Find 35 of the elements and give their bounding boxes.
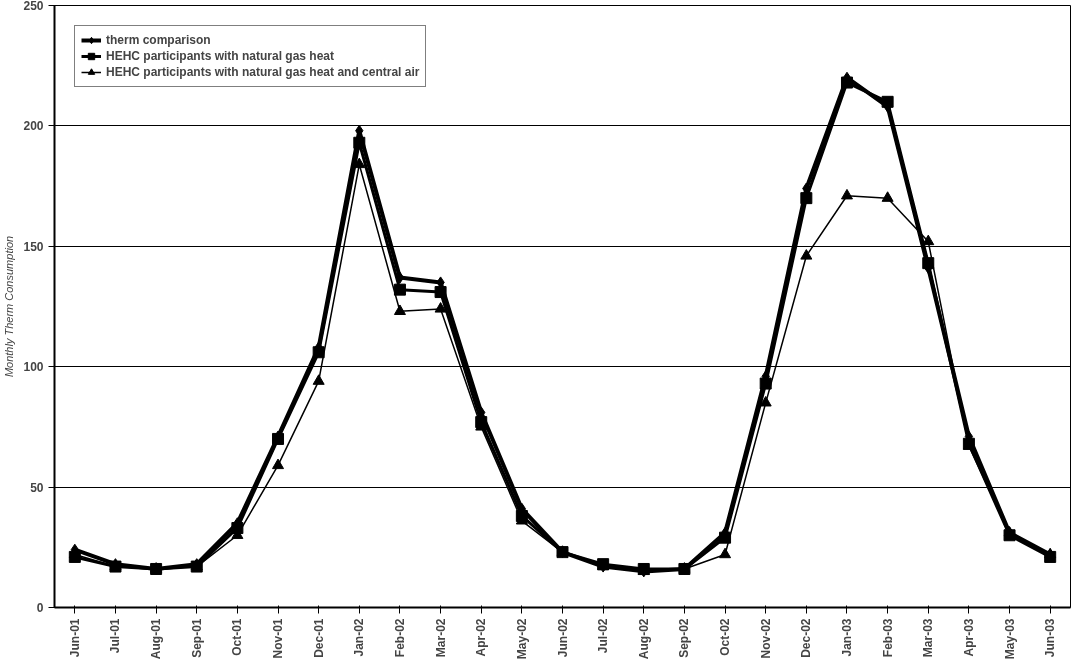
legend-label: HEHC participants with natural gas heat [106, 48, 335, 64]
x-tick-label: Aug-01 [149, 618, 164, 660]
x-tick-label: Jun-03 [1043, 618, 1058, 658]
x-tick-label: Oct-01 [230, 618, 245, 656]
y-tick-label: 200 [23, 119, 44, 134]
y-axis-title: Monthly Therm Consumption [3, 235, 16, 378]
x-tick-label: Apr-02 [474, 618, 489, 657]
x-tick-label: Dec-02 [799, 618, 814, 658]
x-tick-label: Feb-02 [392, 618, 407, 658]
x-tick-label: Feb-03 [880, 618, 895, 658]
x-tick-label: Apr-03 [961, 618, 976, 657]
legend-label: therm comparison [106, 32, 211, 48]
y-tick-label: 250 [23, 0, 44, 13]
x-tick-label: May-02 [514, 618, 529, 660]
x-tick-label: May-03 [1002, 618, 1017, 660]
y-tick-label: 150 [23, 239, 44, 254]
y-tick-label: 50 [30, 480, 44, 495]
y-tick-label: 100 [23, 360, 44, 375]
x-tick-label: Oct-02 [718, 618, 733, 656]
x-tick-label: Aug-02 [636, 618, 651, 660]
x-tick-label: Jun-02 [555, 618, 570, 658]
x-tick-label: Mar-02 [433, 618, 448, 658]
x-tick-label: Jan-02 [352, 618, 367, 657]
x-tick-label: Nov-01 [271, 618, 286, 659]
x-tick-label: Jun-01 [67, 618, 82, 658]
x-tick-label: Nov-02 [758, 618, 773, 659]
x-tick-label: Dec-01 [311, 618, 326, 658]
x-tick-label: Sep-01 [189, 618, 204, 658]
x-tick-label: Jul-01 [108, 618, 123, 654]
x-tick-label: Mar-03 [921, 618, 936, 658]
legend-label: HEHC participants with natural gas heat and central air [106, 64, 420, 80]
x-tick-label: Sep-02 [677, 618, 692, 658]
x-tick-label: Jan-03 [839, 618, 854, 657]
x-tick-label: Jul-02 [596, 618, 611, 654]
y-tick-label: 0 [36, 601, 44, 615]
